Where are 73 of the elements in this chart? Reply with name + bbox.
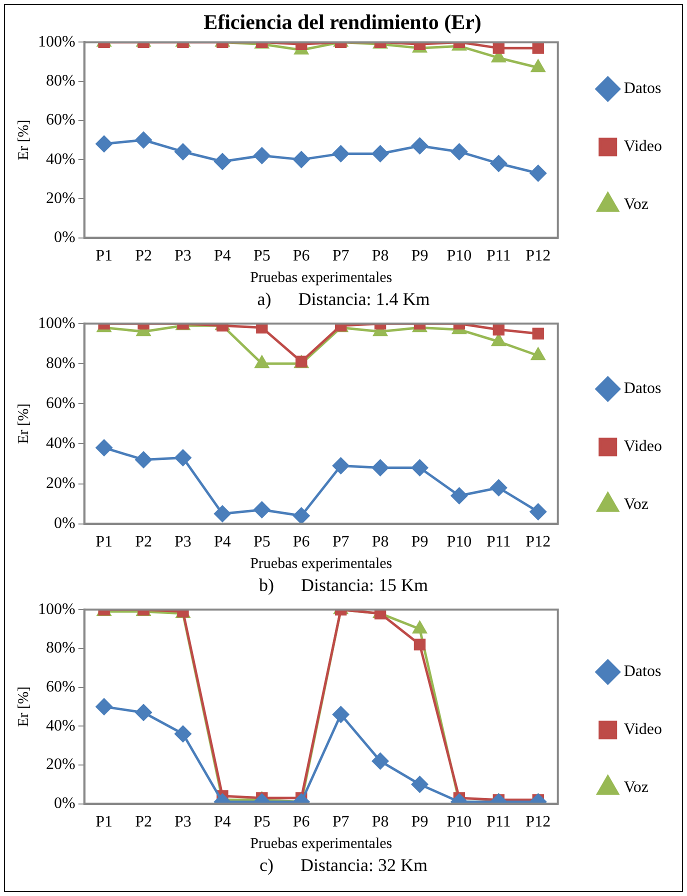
- x-tick-label: P7: [332, 248, 350, 265]
- y-tick-label: 0%: [54, 229, 76, 246]
- x-tick-label: P8: [372, 534, 389, 551]
- legend-label: Video: [624, 438, 662, 456]
- x-tick-label: P11: [486, 248, 511, 265]
- y-tick-label: 80%: [46, 640, 76, 657]
- legend-label: Voz: [624, 779, 648, 796]
- x-tick-label: P5: [253, 814, 270, 831]
- x-tick-label: P12: [526, 248, 551, 265]
- y-axis-title: Er [%]: [16, 686, 32, 727]
- y-tick-label: 20%: [46, 190, 76, 207]
- text: a) Distancia: 1.4 Km: [256, 288, 431, 311]
- x-tick-label: P4: [214, 814, 231, 831]
- x-tick-label: P1: [96, 814, 113, 831]
- x-tick-label: P12: [526, 814, 551, 831]
- x-tick-label: P3: [174, 248, 192, 265]
- x-tick-label: P5: [253, 248, 270, 265]
- x-tick-label: P7: [332, 534, 350, 551]
- y-tick-label: 20%: [46, 756, 76, 774]
- y-tick-label: 60%: [46, 678, 76, 696]
- x-tick-label: P6: [292, 814, 310, 831]
- x-tick-label: P3: [174, 814, 192, 831]
- x-tick-label: P5: [253, 534, 270, 551]
- legend-label: Video: [624, 721, 662, 738]
- x-tick-label: P4: [214, 534, 231, 551]
- x-tick-label: P1: [96, 248, 113, 265]
- x-tick-label: P12: [526, 534, 551, 551]
- x-axis-title: Pruebas experimentales: [250, 556, 392, 572]
- x-axis-title: Pruebas experimentales: [250, 836, 392, 852]
- x-tick-label: P9: [411, 534, 428, 551]
- y-tick-label: 60%: [46, 394, 76, 412]
- legend-label: Voz: [624, 196, 648, 214]
- x-tick-label: P8: [372, 814, 389, 831]
- x-tick-label: P6: [292, 534, 310, 551]
- y-tick-label: 40%: [46, 150, 76, 168]
- x-tick-label: P11: [486, 534, 511, 551]
- x-tick-label: P9: [411, 814, 428, 831]
- y-tick-label: 80%: [46, 354, 76, 372]
- y-tick-label: 60%: [46, 112, 76, 129]
- y-axis-title: Er [%]: [16, 403, 32, 444]
- x-tick-label: P9: [411, 248, 428, 265]
- x-axis-title: Pruebas experimentales: [250, 270, 392, 286]
- x-tick-label: P1: [96, 534, 113, 551]
- legend-label: Datos: [624, 380, 662, 398]
- x-tick-label: P10: [446, 248, 472, 265]
- y-tick-label: 0%: [54, 515, 76, 532]
- x-tick-label: P10: [446, 814, 472, 831]
- y-tick-label: 100%: [38, 600, 76, 618]
- y-tick-label: 100%: [38, 314, 76, 332]
- x-tick-label: P11: [486, 814, 511, 831]
- legend-label: Datos: [624, 663, 662, 680]
- x-tick-label: P3: [174, 534, 192, 551]
- x-tick-label: P7: [332, 814, 350, 831]
- y-axis-title: Er [%]: [16, 120, 32, 160]
- y-tick-label: 100%: [38, 33, 76, 50]
- chart-title: Eficiencia del rendimiento (Er): [204, 10, 482, 34]
- y-tick-label: 80%: [46, 72, 76, 90]
- x-tick-label: P6: [292, 248, 310, 265]
- y-tick-label: 40%: [46, 434, 76, 452]
- legend-label: Datos: [624, 80, 662, 98]
- legend-label: Voz: [624, 496, 648, 514]
- x-tick-label: P10: [446, 534, 472, 551]
- text: b) Distancia: 15 Km: [258, 574, 429, 597]
- x-tick-label: P2: [135, 534, 152, 551]
- text: c) Distancia: 32 Km: [258, 854, 428, 877]
- y-tick-label: 40%: [46, 717, 76, 734]
- x-tick-label: P2: [135, 814, 152, 831]
- y-tick-label: 20%: [46, 474, 76, 492]
- legend-label: Video: [624, 138, 662, 156]
- x-tick-label: P2: [135, 248, 152, 265]
- x-tick-label: P4: [214, 248, 231, 265]
- x-tick-label: P8: [372, 248, 389, 265]
- y-tick-label: 0%: [54, 795, 76, 812]
